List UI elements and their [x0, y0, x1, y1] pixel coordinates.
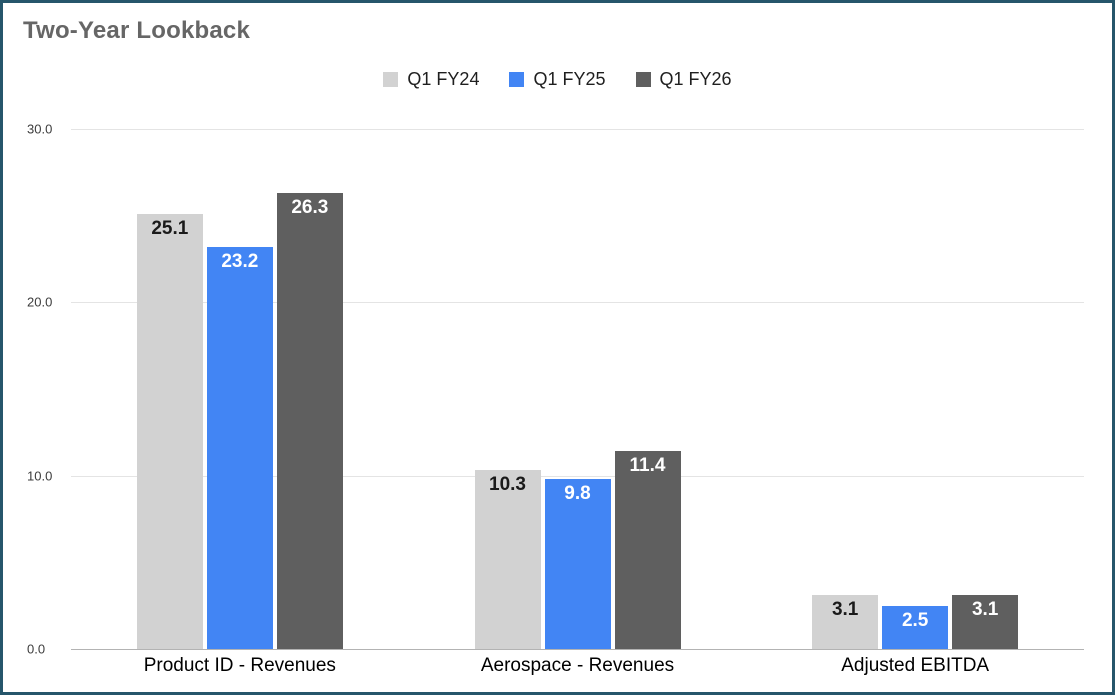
- bar-q1-fy25-adjusted-ebitda: 2.5: [882, 605, 949, 649]
- bar-value-label: 3.1: [971, 599, 999, 621]
- gridline-10: [71, 475, 1084, 477]
- bar-group-adjusted-ebitda: 3.1 2.5 3.1: [746, 129, 1084, 649]
- gridline-0: [71, 649, 1084, 650]
- bar-value-label: 2.5: [901, 609, 929, 631]
- bar-q1-fy24-adjusted-ebitda: 3.1: [812, 595, 879, 649]
- bar-q1-fy26-product-id-revenues: 26.3: [276, 193, 343, 649]
- bar-value-label: 9.8: [564, 483, 591, 505]
- bar-q1-fy25-aerospace-revenues: 9.8: [544, 479, 611, 649]
- plot-area: 25.1 23.2 26.3 10.3 9.8 11.4 3.1 2.5 3.1: [71, 129, 1084, 650]
- legend-swatch-q1-fy24: [383, 72, 399, 87]
- bar-q1-fy25-product-id-revenues: 23.2: [206, 246, 273, 649]
- bar-q1-fy26-aerospace-revenues: 11.4: [614, 451, 681, 649]
- legend-item-q1-fy26: Q1 FY26: [635, 69, 732, 90]
- y-tick-label-0-0: 0.0: [27, 641, 46, 657]
- bar-value-label: 25.1: [151, 217, 189, 239]
- bar-value-label: 26.3: [291, 197, 329, 219]
- x-axis-label-adjusted-ebitda: Adjusted EBITDA: [841, 655, 990, 676]
- y-tick-label-10-0: 10.0: [27, 468, 53, 484]
- x-axis-labels: Product ID - Revenues Aerospace - Revenue…: [71, 655, 1084, 677]
- y-tick-label-30-0: 30.0: [27, 121, 53, 137]
- bar-groups: 25.1 23.2 26.3 10.3 9.8 11.4 3.1 2.5 3.1: [71, 129, 1084, 649]
- bar-q1-fy24-product-id-revenues: 25.1: [136, 213, 203, 649]
- legend-label-q1-fy25: Q1 FY25: [533, 69, 606, 89]
- legend-item-q1-fy24: Q1 FY24: [383, 69, 479, 90]
- x-axis-label-aerospace-revenues: Aerospace - Revenues: [480, 655, 675, 676]
- bar-group-product-id-revenues: 25.1 23.2 26.3: [71, 129, 409, 649]
- bar-value-label: 11.4: [629, 455, 666, 477]
- legend-swatch-q1-fy26: [635, 72, 651, 87]
- legend: Q1 FY24 Q1 FY25 Q1 FY26: [3, 69, 1112, 90]
- bar-q1-fy24-aerospace-revenues: 10.3: [474, 470, 541, 649]
- legend-item-q1-fy25: Q1 FY25: [509, 69, 606, 90]
- bar-q1-fy26-adjusted-ebitda: 3.1: [952, 595, 1019, 649]
- y-tick-label-20-0: 20.0: [27, 294, 53, 310]
- legend-swatch-q1-fy25: [509, 72, 525, 87]
- y-axis-labels: 0.0 10.0 20.0 30.0: [27, 122, 71, 657]
- bar-value-label: 23.2: [221, 250, 259, 272]
- x-axis-label-product-id-revenues: Product ID - Revenues: [143, 655, 336, 676]
- gridline-20: [71, 302, 1084, 304]
- legend-label-q1-fy26: Q1 FY26: [659, 69, 732, 89]
- bar-group-aerospace-revenues: 10.3 9.8 11.4: [409, 129, 747, 649]
- chart-title: Two-Year Lookback: [23, 17, 251, 44]
- bar-value-label: 3.1: [831, 599, 859, 621]
- gridline-30: [71, 129, 1084, 130]
- legend-label-q1-fy24: Q1 FY24: [407, 69, 480, 89]
- bar-value-label: 10.3: [489, 474, 526, 496]
